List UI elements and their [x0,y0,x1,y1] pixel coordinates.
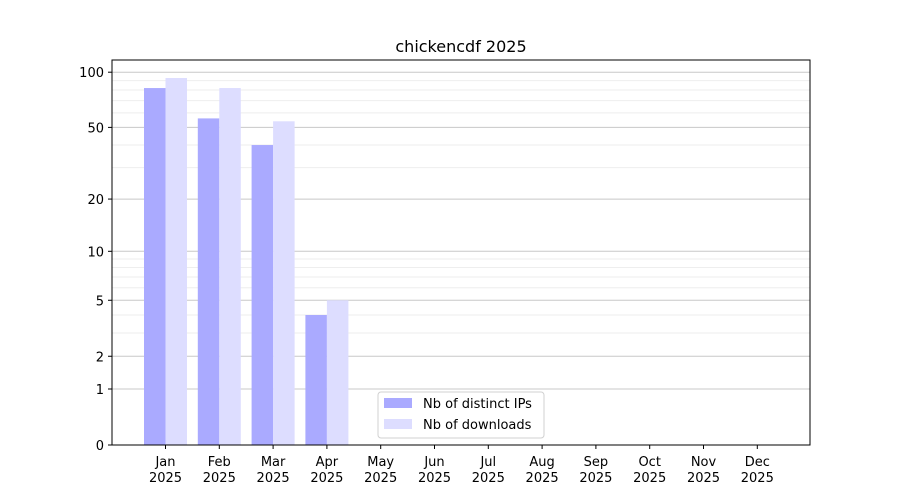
x-tick-label-year: 2025 [203,471,236,486]
x-tick-label-year: 2025 [687,471,720,486]
x-tick-label: Sep [584,455,609,470]
x-tick-label-year: 2025 [364,471,397,486]
x-tick-label-year: 2025 [633,471,666,486]
x-tick-label: Feb [208,455,231,470]
x-tick-label-year: 2025 [418,471,451,486]
x-tick-label-year: 2025 [526,471,559,486]
bar-downloads [219,88,241,445]
y-tick-label: 0 [96,439,104,454]
y-tick-label: 5 [96,294,104,309]
y-tick-label: 1 [96,383,104,398]
x-tick-label-year: 2025 [257,471,290,486]
chart-title: chickencdf 2025 [395,37,526,56]
bar-downloads [326,300,349,445]
bar-downloads [273,121,295,445]
x-tick-label: May [367,455,394,470]
x-tick-label: Aug [529,455,554,470]
y-tick-label: 2 [96,350,104,365]
x-tick-label: Jul [479,455,496,470]
x-tick-label: Jun [423,455,444,470]
y-tick-label: 10 [87,245,104,260]
x-tick-label: Dec [745,455,770,470]
bar-downloads [165,77,187,445]
y-tick-label: 50 [87,121,104,136]
x-tick-label-year: 2025 [579,471,612,486]
legend-swatch [384,398,412,408]
legend-label: Nb of downloads [423,418,532,433]
x-tick-label-year: 2025 [741,471,774,486]
bar-distinct-ips [144,88,166,445]
legend-box [377,391,545,439]
x-tick-label-year: 2025 [149,471,182,486]
x-tick-label-year: 2025 [310,471,343,486]
y-tick-label: 100 [79,66,104,81]
legend-label: Nb of distinct IPs [423,397,532,412]
x-tick-label-year: 2025 [472,471,505,486]
legend-swatch [384,419,412,429]
y-tick-label: 20 [87,193,104,208]
x-tick-label: Mar [261,455,286,470]
x-tick-label: Jan [154,455,175,470]
bar-distinct-ips [305,314,327,445]
plot-frame [111,59,811,446]
x-tick-label: Apr [316,455,339,470]
bar-distinct-ips [251,145,274,445]
x-tick-label: Oct [638,455,660,470]
x-tick-label: Nov [691,455,717,470]
bar-distinct-ips [197,118,220,445]
